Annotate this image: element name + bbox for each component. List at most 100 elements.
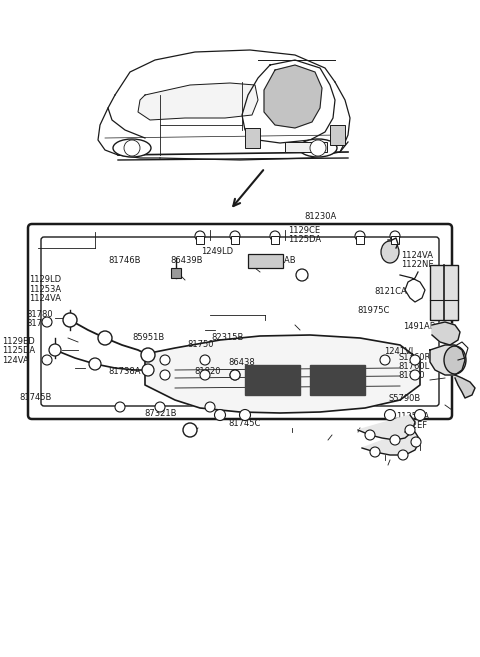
Text: 1124VA: 1124VA <box>401 251 433 260</box>
Ellipse shape <box>299 139 337 157</box>
Circle shape <box>415 409 425 420</box>
Circle shape <box>115 402 125 412</box>
Circle shape <box>230 370 240 380</box>
Circle shape <box>230 231 240 241</box>
Circle shape <box>410 370 420 380</box>
Text: 85951B: 85951B <box>132 332 164 342</box>
Bar <box>196 236 204 244</box>
Circle shape <box>390 435 400 445</box>
Circle shape <box>98 331 112 345</box>
Circle shape <box>310 140 326 156</box>
Circle shape <box>89 358 101 370</box>
Circle shape <box>141 348 155 362</box>
Text: 1125DA: 1125DA <box>2 346 36 355</box>
Text: 81760L: 81760L <box>398 362 430 371</box>
Circle shape <box>410 355 420 365</box>
Polygon shape <box>138 83 258 120</box>
Circle shape <box>49 344 61 356</box>
Circle shape <box>230 370 240 380</box>
Bar <box>248 254 283 268</box>
Text: 81746B: 81746B <box>108 256 141 265</box>
Bar <box>430 265 458 320</box>
Circle shape <box>205 402 215 412</box>
Circle shape <box>42 317 52 327</box>
Text: 1122NE: 1122NE <box>401 260 433 269</box>
Polygon shape <box>264 65 322 128</box>
Circle shape <box>296 269 308 281</box>
Text: 1491AB: 1491AB <box>263 256 296 265</box>
Bar <box>245 365 300 395</box>
Bar <box>271 236 279 244</box>
Text: 81750: 81750 <box>187 340 214 349</box>
Circle shape <box>155 402 165 412</box>
Bar <box>310 365 365 395</box>
Bar <box>245 128 260 148</box>
Text: 1129CE: 1129CE <box>288 226 320 235</box>
Ellipse shape <box>113 139 151 157</box>
Text: 81820: 81820 <box>194 367 221 376</box>
Text: 81780: 81780 <box>26 310 53 319</box>
Text: 81745C: 81745C <box>228 419 260 428</box>
Text: 1125DA: 1125DA <box>288 235 321 244</box>
Bar <box>391 236 399 244</box>
Ellipse shape <box>381 241 399 263</box>
Polygon shape <box>358 415 415 440</box>
Circle shape <box>384 409 396 420</box>
Text: S5790B: S5790B <box>389 394 421 403</box>
Circle shape <box>200 355 210 365</box>
Bar <box>171 268 181 278</box>
Polygon shape <box>362 432 420 455</box>
Text: 1124VA: 1124VA <box>29 294 61 303</box>
Circle shape <box>215 409 226 420</box>
Circle shape <box>370 447 380 457</box>
Circle shape <box>142 364 154 376</box>
Text: 1491AB: 1491AB <box>403 322 436 331</box>
Circle shape <box>380 355 390 365</box>
Ellipse shape <box>444 346 466 374</box>
Circle shape <box>365 430 375 440</box>
Circle shape <box>398 450 408 460</box>
Circle shape <box>240 409 251 420</box>
Text: 1125DA: 1125DA <box>396 412 429 421</box>
Bar <box>330 125 345 145</box>
Circle shape <box>63 313 77 327</box>
Text: 1249LD: 1249LD <box>201 247 233 256</box>
Circle shape <box>405 425 415 435</box>
Circle shape <box>195 231 205 241</box>
Bar <box>356 236 364 244</box>
Circle shape <box>42 355 52 365</box>
Text: 81760: 81760 <box>398 371 425 380</box>
Text: 81738A: 81738A <box>108 367 141 376</box>
Polygon shape <box>455 375 475 398</box>
Text: 81770: 81770 <box>26 319 53 328</box>
Circle shape <box>355 231 365 241</box>
Text: 81745B: 81745B <box>19 393 51 402</box>
Text: 11253A: 11253A <box>29 284 61 294</box>
Text: 1129ED: 1129ED <box>2 337 35 346</box>
Text: 81230A: 81230A <box>305 212 337 221</box>
Text: 86439B: 86439B <box>170 256 203 265</box>
Polygon shape <box>432 322 460 345</box>
Text: 1129LD: 1129LD <box>29 275 61 284</box>
Text: 82315B: 82315B <box>211 332 243 342</box>
Circle shape <box>183 423 197 437</box>
Circle shape <box>200 370 210 380</box>
Bar <box>285 142 327 152</box>
Circle shape <box>160 370 170 380</box>
Text: 81975C: 81975C <box>358 306 390 315</box>
Bar <box>231 236 239 244</box>
Circle shape <box>270 231 280 241</box>
Text: 87321B: 87321B <box>144 409 177 419</box>
Circle shape <box>390 231 400 241</box>
Polygon shape <box>430 345 465 375</box>
Circle shape <box>124 140 140 156</box>
Circle shape <box>160 355 170 365</box>
Circle shape <box>411 437 421 447</box>
Polygon shape <box>145 335 420 413</box>
Text: 124VA: 124VA <box>2 355 29 365</box>
Text: 1122EF: 1122EF <box>396 421 427 430</box>
Text: 1241VJ: 1241VJ <box>384 347 413 356</box>
Text: 8121CA: 8121CA <box>374 286 407 296</box>
Text: 86438: 86438 <box>228 357 255 367</box>
Text: S1760R: S1760R <box>398 353 431 362</box>
